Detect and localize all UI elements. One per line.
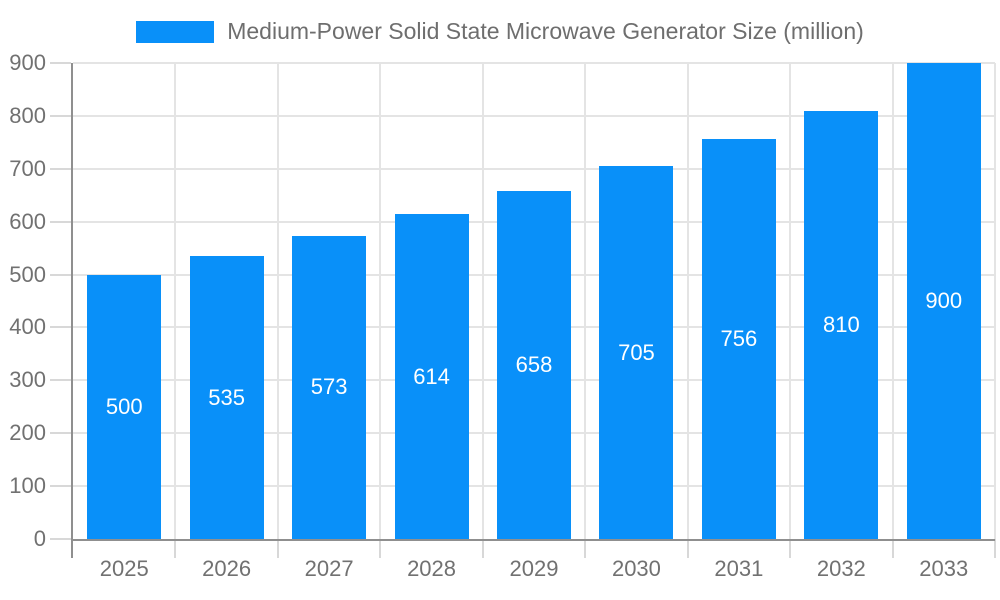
y-axis-tick (50, 62, 71, 64)
bar[interactable] (394, 214, 469, 539)
bar-value-label: 500 (105, 393, 143, 419)
y-axis-tick (50, 538, 71, 540)
y-axis-tick-label: 900 (9, 50, 46, 75)
y-axis-tick-label: 0 (33, 526, 46, 551)
gridline-vertical (174, 63, 177, 539)
y-axis-tick-label: 500 (9, 261, 46, 287)
y-axis-tick-label: 300 (9, 367, 46, 393)
bar[interactable] (599, 166, 674, 539)
gridline-vertical (276, 63, 279, 539)
y-axis-tick (50, 485, 71, 488)
bar[interactable] (87, 274, 162, 539)
bar[interactable] (497, 190, 571, 539)
x-axis-tick-label: 2025 (99, 556, 149, 581)
y-axis-tick (50, 114, 71, 117)
bar[interactable] (906, 63, 981, 539)
x-axis-tick-label: 2033 (919, 556, 969, 581)
y-axis-line (71, 63, 73, 558)
gridline-vertical (379, 63, 382, 539)
x-axis-tick (481, 539, 484, 558)
x-axis-tick (891, 539, 894, 558)
gridline-vertical (891, 63, 894, 539)
x-axis-tick-label: 2031 (714, 556, 764, 581)
y-axis-tick-label: 600 (9, 208, 46, 234)
y-axis-tick (50, 273, 71, 276)
gridline-vertical (789, 63, 792, 539)
x-axis-tick (686, 539, 689, 558)
legend-swatch-icon (136, 20, 215, 43)
y-axis-tick (50, 432, 71, 435)
bar-value-label: 900 (925, 288, 963, 313)
x-axis-tick-label: 2028 (407, 556, 457, 581)
y-axis-tick-label: 700 (9, 155, 46, 181)
gridline-vertical (481, 63, 484, 539)
y-axis-tick-label: 400 (9, 314, 46, 340)
gridline-horizontal (73, 62, 995, 64)
x-axis-tick-label: 2026 (202, 556, 252, 581)
plot-area: 0 100 200 300 400 500 600 700 800 900 500 2025 535 20… (9, 50, 996, 581)
bar-value-label: 810 (822, 311, 860, 337)
y-axis-tick-label: 800 (9, 102, 46, 128)
y-axis-tick (50, 167, 71, 170)
legend-series-label: Medium-Power Solid State Microwave Gener… (227, 18, 864, 44)
y-axis-tick-label: 200 (9, 420, 46, 446)
x-axis-tick-label: 2027 (304, 556, 354, 581)
x-axis-tick-label: 2029 (509, 556, 559, 581)
gridline-vertical (584, 63, 587, 539)
x-axis-tick-label: 2032 (816, 556, 866, 581)
y-axis-tick-label: 100 (9, 473, 46, 499)
bar-value-label: 756 (720, 326, 758, 352)
gridline-vertical (994, 63, 996, 539)
bar[interactable] (804, 110, 879, 539)
y-axis-tick (50, 379, 71, 382)
legend[interactable]: Medium-Power Solid State Microwave Gener… (0, 18, 1000, 45)
bar-value-label: 705 (618, 339, 655, 365)
bar-value-label: 614 (413, 363, 450, 389)
x-axis-tick (994, 539, 996, 558)
x-axis-tick (789, 539, 792, 558)
bar-value-label: 658 (515, 351, 553, 377)
gridline-vertical (686, 63, 689, 539)
bar-value-label: 535 (208, 384, 246, 410)
x-axis-tick (276, 539, 279, 558)
bar[interactable] (292, 235, 367, 539)
x-axis-tick (174, 539, 177, 558)
y-axis-tick (50, 220, 71, 223)
x-axis-line (71, 539, 995, 541)
bar[interactable] (189, 256, 264, 539)
x-axis-tick-label: 2030 (611, 556, 661, 581)
x-axis-tick (584, 539, 587, 558)
gridline-horizontal (73, 167, 995, 170)
y-axis-tick (50, 326, 71, 329)
gridline-horizontal (73, 114, 995, 117)
x-axis-tick (379, 539, 382, 558)
bar-value-label: 573 (310, 374, 348, 400)
bar[interactable] (701, 139, 776, 539)
